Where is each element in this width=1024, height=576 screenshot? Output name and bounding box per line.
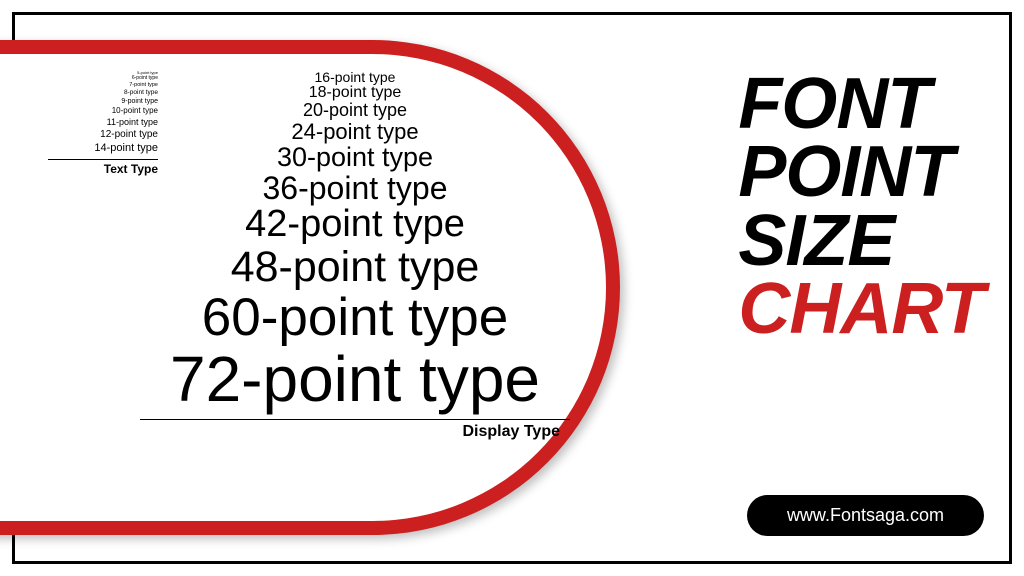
point-label: 42-point type xyxy=(120,205,590,245)
point-label: 48-point type xyxy=(120,245,590,290)
point-label: 24-point type xyxy=(120,120,590,143)
point-label: 16-point type xyxy=(120,70,590,85)
title: FONT POINT SIZE CHART xyxy=(738,70,984,344)
point-label: 20-point type xyxy=(120,101,590,120)
title-line: CHART xyxy=(738,275,984,343)
point-label: 30-point type xyxy=(120,143,590,171)
point-label: 36-point type xyxy=(120,172,590,206)
url-box: www.Fontsaga.com xyxy=(747,495,984,536)
point-label: 72-point type xyxy=(120,346,590,413)
display-type-block: 16-point type 18-point type 20-point typ… xyxy=(120,70,590,441)
point-label: 60-point type xyxy=(120,290,590,346)
title-line: SIZE xyxy=(738,207,984,275)
point-label: 18-point type xyxy=(120,85,590,102)
display-type-label: Display Type xyxy=(120,424,590,441)
title-line: FONT xyxy=(738,70,984,138)
title-line: POINT xyxy=(738,138,984,206)
divider xyxy=(140,419,570,420)
